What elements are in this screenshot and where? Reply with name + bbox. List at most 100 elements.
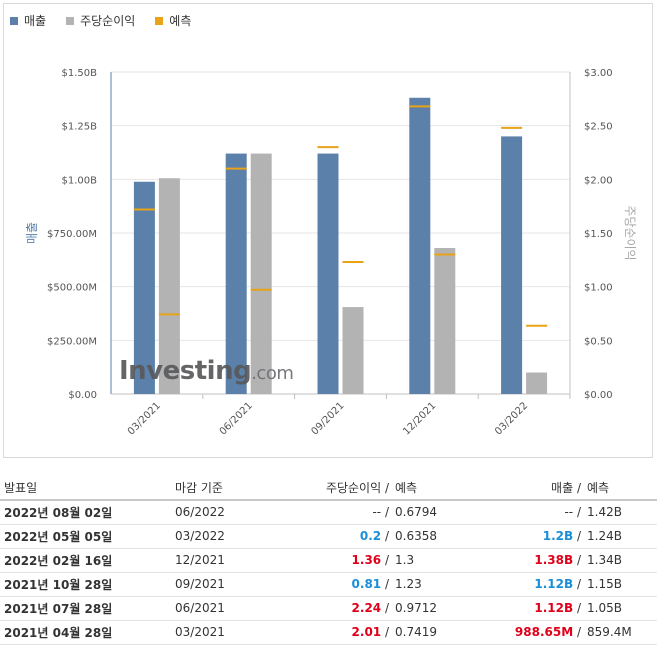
eps-cell: 1.36 / bbox=[283, 548, 395, 573]
eps-bar bbox=[250, 153, 272, 394]
revenue-cell-value: 1.12B bbox=[534, 601, 574, 615]
right-axis-tick-label: $2.00 bbox=[584, 175, 613, 186]
eps-cell-value: 1.36 bbox=[351, 553, 382, 567]
revenue-cell: 1.38B / bbox=[487, 548, 587, 573]
revenue-forecast-cell: 1.34B bbox=[587, 548, 657, 573]
revenue-cell-value: 988.65M bbox=[514, 625, 574, 639]
eps-forecast-cell: 0.6358 bbox=[395, 524, 487, 549]
eps-bar bbox=[158, 178, 180, 394]
eps-cell-separator: / bbox=[381, 625, 389, 639]
revenue-cell-separator: / bbox=[573, 529, 581, 543]
eps-forecast-cell: 1.23 bbox=[395, 572, 487, 597]
revenue-bar bbox=[225, 153, 247, 394]
release-date-cell: 2022년 05월 05일 bbox=[0, 524, 175, 549]
x-axis-tick-label: 03/2022 bbox=[493, 400, 530, 437]
period-end-cell: 06/2022 bbox=[175, 500, 283, 525]
revenue-bar bbox=[409, 97, 431, 394]
legend-label-forecast: 예측 bbox=[169, 14, 192, 28]
legend-item-eps[interactable]: 주당순이익 bbox=[66, 12, 135, 29]
investing-watermark: Investing.com bbox=[119, 356, 294, 386]
release-date-cell: 2021년 10월 28일 bbox=[0, 572, 175, 597]
revenue-forecast-cell: 1.24B bbox=[587, 524, 657, 549]
eps-cell-separator: / bbox=[381, 505, 389, 520]
release-date-cell: 2021년 04월 28일 bbox=[0, 620, 175, 645]
header-release-date[interactable]: 발표일 bbox=[0, 476, 175, 501]
eps-cell: 0.2 / bbox=[283, 524, 395, 549]
earnings-chart-svg: $0.00 $250.00M $500.00M $750.00M $1.00B $1.25… bbox=[25, 68, 637, 437]
header-revenue[interactable]: 매출 / bbox=[487, 476, 587, 501]
revenue-cell: 1.2B / bbox=[487, 524, 587, 549]
revenue-forecast-cell: 1.42B bbox=[587, 500, 657, 525]
table-body: 2022년 08월 02일 06/2022 -- /0.6794 -- /1.42B 2… bbox=[0, 500, 657, 645]
right-axis-tick-label: $2.50 bbox=[584, 122, 613, 133]
header-eps-label: 주당순이익 bbox=[325, 481, 382, 495]
eps-cell: 0.81 / bbox=[283, 572, 395, 597]
watermark-brand: Investing bbox=[119, 356, 252, 386]
header-revenue-label: 매출 bbox=[551, 481, 574, 495]
eps-bar bbox=[526, 372, 548, 394]
revenue-cell-value: 1.12B bbox=[534, 577, 574, 591]
eps-bar bbox=[342, 307, 364, 394]
release-date-cell: 2022년 02월 16일 bbox=[0, 548, 175, 573]
right-axis-tick-label: $0.50 bbox=[584, 336, 613, 347]
eps-cell-separator: / bbox=[381, 601, 389, 615]
eps-cell-value: 2.01 bbox=[351, 625, 382, 639]
x-axis-tick-label: 12/2021 bbox=[401, 400, 438, 437]
legend-item-revenue[interactable]: 매출 bbox=[10, 12, 46, 29]
revenue-forecast-cell: 859.4M bbox=[587, 620, 657, 645]
header-eps-forecast[interactable]: 예측 bbox=[395, 476, 487, 501]
legend-label-eps: 주당순이익 bbox=[80, 14, 136, 28]
left-axis-tick-label: $0.00 bbox=[68, 390, 97, 401]
revenue-bar bbox=[133, 181, 155, 394]
eps-cell: 2.01 / bbox=[283, 620, 395, 645]
header-eps[interactable]: 주당순이익 / bbox=[283, 476, 395, 501]
eps-cell-separator: / bbox=[381, 553, 389, 567]
eps-cell-value: 0.2 bbox=[359, 529, 382, 543]
header-revenue-forecast[interactable]: 예측 bbox=[587, 476, 657, 501]
right-axis-tick-label: $1.00 bbox=[584, 283, 613, 294]
revenue-cell: 988.65M / bbox=[487, 620, 587, 645]
period-end-cell: 03/2022 bbox=[175, 524, 283, 549]
revenue-cell-separator: / bbox=[573, 577, 581, 591]
header-period-end[interactable]: 마감 기준 bbox=[175, 476, 283, 501]
eps-forecast-cell: 0.9712 bbox=[395, 596, 487, 621]
eps-cell-separator: / bbox=[381, 529, 389, 543]
x-axis-tick-label: 09/2021 bbox=[309, 400, 346, 437]
revenue-bar bbox=[501, 136, 523, 394]
period-end-cell: 12/2021 bbox=[175, 548, 283, 573]
x-axis-tick-label: 06/2021 bbox=[218, 400, 255, 437]
header-eps-sep: / bbox=[381, 481, 389, 495]
table-row: 2021년 07월 28일 06/2021 2.24 /0.9712 1.12B /1… bbox=[0, 596, 657, 621]
eps-cell-value: 2.24 bbox=[351, 601, 382, 615]
earnings-chart-panel: 매출 주당순이익 예측 $0.00 $250.00M $500.00M $750.00… bbox=[3, 3, 653, 458]
release-date-cell: 2021년 07월 28일 bbox=[0, 596, 175, 621]
eps-forecast-cell: 1.3 bbox=[395, 548, 487, 573]
right-axis-title: 주당순이익 bbox=[623, 205, 637, 260]
period-end-cell: 09/2021 bbox=[175, 572, 283, 597]
left-axis-tick-label: $1.00B bbox=[62, 175, 98, 186]
x-axis-tick-label: 03/2021 bbox=[126, 400, 163, 437]
eps-forecast-cell: 0.6794 bbox=[395, 500, 487, 525]
chart-legend: 매출 주당순이익 예측 bbox=[10, 12, 191, 29]
revenue-forecast-cell: 1.15B bbox=[587, 572, 657, 597]
revenue-cell-separator: / bbox=[573, 625, 581, 639]
legend-item-forecast[interactable]: 예측 bbox=[155, 12, 191, 29]
table-row: 2022년 05월 05일 03/2022 0.2 /0.6358 1.2B /1.2… bbox=[0, 524, 657, 549]
left-axis-tick-label: $1.25B bbox=[62, 122, 98, 133]
revenue-cell: 1.12B / bbox=[487, 572, 587, 597]
revenue-cell-separator: / bbox=[573, 601, 581, 615]
eps-cell-value: -- bbox=[372, 505, 382, 520]
table-row: 2022년 08월 02일 06/2022 -- /0.6794 -- /1.42B bbox=[0, 500, 657, 525]
earnings-table: 발표일 마감 기준 주당순이익 / 예측 매출 / 예측 2022년 08월 0… bbox=[0, 476, 657, 645]
period-end-cell: 06/2021 bbox=[175, 596, 283, 621]
left-axis-tick-label: $500.00M bbox=[47, 283, 97, 294]
eps-cell-separator: / bbox=[381, 577, 389, 591]
revenue-forecast-cell: 1.05B bbox=[587, 596, 657, 621]
eps-cell-value: 0.81 bbox=[351, 577, 382, 591]
revenue-cell-separator: / bbox=[573, 553, 581, 567]
revenue-bar bbox=[317, 153, 339, 394]
revenue-cell: 1.12B / bbox=[487, 596, 587, 621]
revenue-cell-value: -- bbox=[564, 505, 574, 520]
left-axis-title: 매출 bbox=[25, 222, 39, 244]
legend-swatch-revenue bbox=[10, 16, 18, 25]
